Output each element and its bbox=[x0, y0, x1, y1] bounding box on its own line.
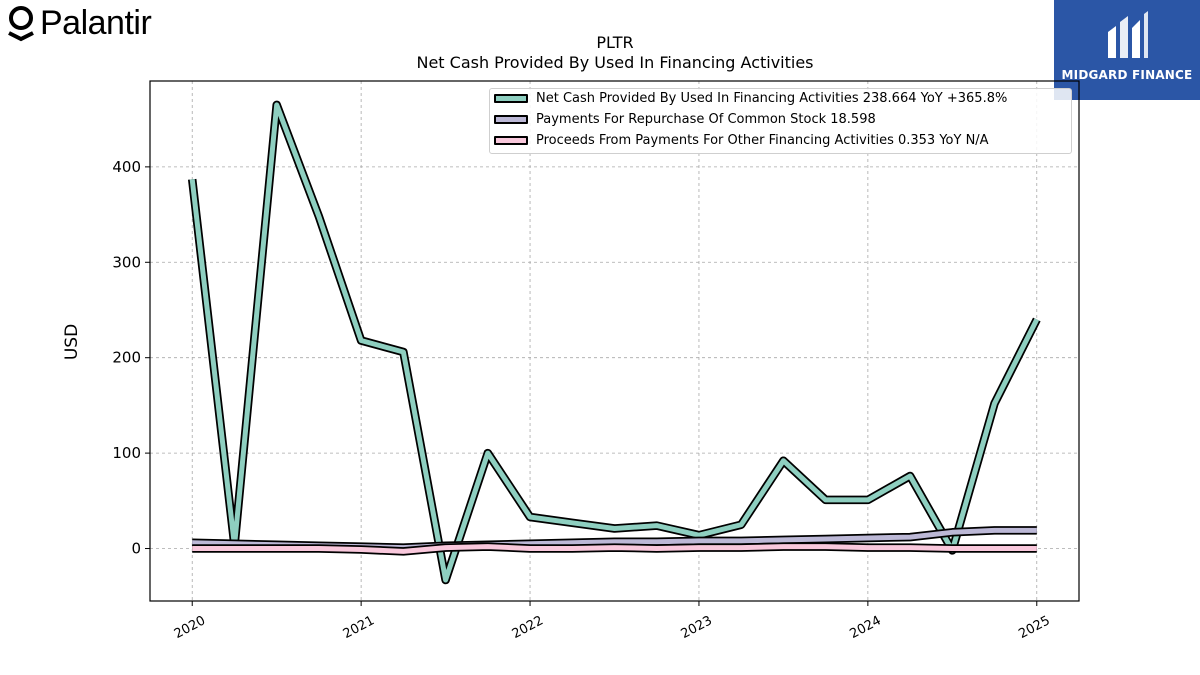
palantir-logo-text: Palantir bbox=[40, 4, 152, 42]
x-tick-label-2023: 2023 bbox=[679, 613, 715, 642]
midgard-mark-icon bbox=[1108, 11, 1148, 58]
midgard-finance-logo: MIDGARD FINANCE bbox=[1054, 0, 1200, 100]
legend-swatch-repurchase bbox=[494, 115, 528, 124]
legend-item-net-cash: Net Cash Provided By Used In Financing A… bbox=[490, 91, 1007, 106]
legend-swatch-other-financing bbox=[494, 136, 528, 145]
series-line-0 bbox=[189, 102, 1040, 583]
x-tick-label-2025: 2025 bbox=[1016, 613, 1052, 642]
series-outline-0 bbox=[187, 100, 1041, 585]
midgard-logo-text: MIDGARD FINANCE bbox=[1061, 68, 1193, 82]
series-line-2 bbox=[192, 544, 1037, 554]
palantir-mark-icon bbox=[8, 5, 34, 41]
palantir-logo: Palantir bbox=[6, 4, 152, 43]
legend-item-other-financing: Proceeds From Payments For Other Financi… bbox=[490, 133, 989, 148]
x-tick-label-2021: 2021 bbox=[341, 613, 377, 642]
chart-legend: Net Cash Provided By Used In Financing A… bbox=[489, 88, 1072, 154]
y-tick-label-300: 300 bbox=[112, 253, 141, 271]
legend-label-other-financing: Proceeds From Payments For Other Financi… bbox=[536, 133, 989, 148]
y-tick-label-200: 200 bbox=[112, 349, 141, 367]
y-tick-label-100: 100 bbox=[112, 444, 141, 462]
plot-frame bbox=[149, 80, 1080, 602]
legend-label-repurchase: Payments For Repurchase Of Common Stock … bbox=[536, 112, 876, 127]
x-tick-label-2024: 2024 bbox=[847, 613, 883, 642]
chart-title: PLTR bbox=[596, 33, 634, 52]
x-tick-label-2022: 2022 bbox=[510, 613, 546, 642]
x-tick-label-2020: 2020 bbox=[172, 613, 208, 642]
chart-subtitle: Net Cash Provided By Used In Financing A… bbox=[416, 53, 814, 72]
legend-label-net-cash: Net Cash Provided By Used In Financing A… bbox=[536, 91, 1008, 106]
y-tick-label-400: 400 bbox=[112, 158, 141, 176]
legend-swatch-net-cash bbox=[494, 94, 528, 103]
legend-item-repurchase: Payments For Repurchase Of Common Stock … bbox=[490, 112, 876, 127]
y-tick-label-0: 0 bbox=[131, 540, 141, 558]
